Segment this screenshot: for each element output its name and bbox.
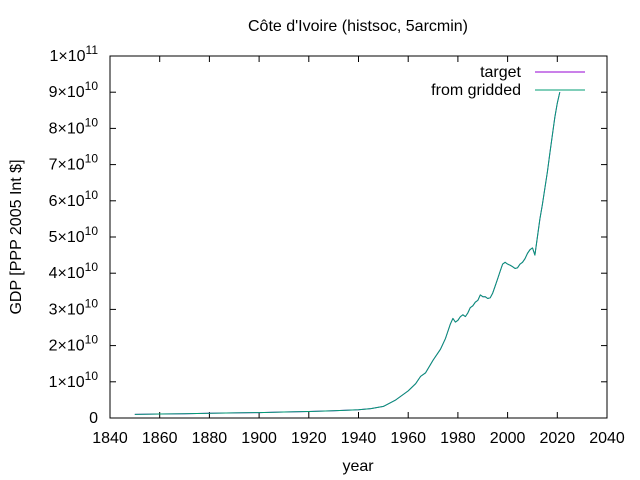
y-tick-exponent: 10 — [85, 260, 99, 274]
y-tick-label: 4×1010 — [49, 260, 99, 282]
y-tick-exponent: 10 — [85, 188, 99, 202]
y-tick-exponent: 10 — [85, 115, 99, 129]
y-tick-mantissa: 8×10 — [49, 120, 85, 137]
x-tick-label: 2000 — [490, 430, 526, 447]
y-tick-mantissa: 6×10 — [49, 193, 85, 210]
series-layer — [134, 92, 561, 415]
y-tick-exponent: 11 — [86, 43, 99, 57]
y-tick-label: 8×1010 — [49, 115, 99, 137]
y-tick-mantissa: 1×10 — [49, 374, 85, 391]
y-axis-label: GDP [PPP 2005 Int $] — [8, 159, 25, 314]
y-tick-label: 3×1010 — [49, 296, 99, 318]
legend-label: target — [480, 64, 521, 81]
series-line-from-gridded — [134, 92, 561, 415]
series-line-target — [134, 92, 561, 415]
y-axis: 01×10102×10103×10104×10105×10106×10107×1… — [49, 43, 607, 427]
y-tick-mantissa: 5×10 — [49, 229, 85, 246]
x-tick-label: 1900 — [241, 430, 277, 447]
y-tick-exponent: 10 — [85, 79, 99, 93]
y-tick-mantissa: 4×10 — [49, 265, 85, 282]
y-tick-exponent: 10 — [85, 333, 99, 347]
y-tick-mantissa: 7×10 — [49, 157, 85, 174]
y-tick-label: 2×1010 — [49, 333, 99, 355]
y-tick-label: 0 — [89, 410, 98, 427]
y-tick-label: 5×1010 — [49, 224, 99, 246]
plot-frame — [109, 55, 608, 419]
x-tick-label: 1860 — [142, 430, 178, 447]
x-tick-label: 1920 — [291, 430, 327, 447]
y-tick-exponent: 10 — [85, 296, 99, 310]
y-tick-mantissa: 2×10 — [49, 338, 85, 355]
y-tick-label: 9×1010 — [49, 79, 99, 101]
chart-title: Côte d'Ivoire (histsoc, 5arcmin) — [248, 18, 468, 35]
x-axis-label: year — [342, 458, 374, 475]
y-tick-exponent: 10 — [85, 369, 99, 383]
x-tick-label: 1880 — [192, 430, 228, 447]
y-tick-mantissa: 1×10 — [49, 48, 85, 65]
x-tick-label: 1840 — [92, 430, 128, 447]
y-tick-mantissa: 3×10 — [49, 301, 85, 318]
x-axis: 1840 1860 1880 1900 1920 1940 1960 1980 2000 2020… — [92, 56, 625, 447]
y-tick-label: 6×1010 — [49, 188, 99, 210]
y-tick-label: 1×1011 — [49, 43, 98, 65]
x-tick-label: 1980 — [440, 430, 476, 447]
y-tick-exponent: 10 — [85, 152, 99, 166]
y-tick-exponent: 10 — [85, 224, 99, 238]
x-tick-label: 1940 — [341, 430, 377, 447]
x-tick-label: 2020 — [540, 430, 576, 447]
legend-label: from gridded — [431, 82, 521, 99]
y-tick-mantissa: 0 — [89, 410, 98, 427]
y-tick-label: 7×1010 — [49, 152, 99, 174]
y-tick-mantissa: 9×10 — [49, 84, 85, 101]
x-tick-label: 1960 — [390, 430, 426, 447]
x-tick-label: 2040 — [589, 430, 625, 447]
y-tick-label: 1×1010 — [49, 369, 99, 391]
